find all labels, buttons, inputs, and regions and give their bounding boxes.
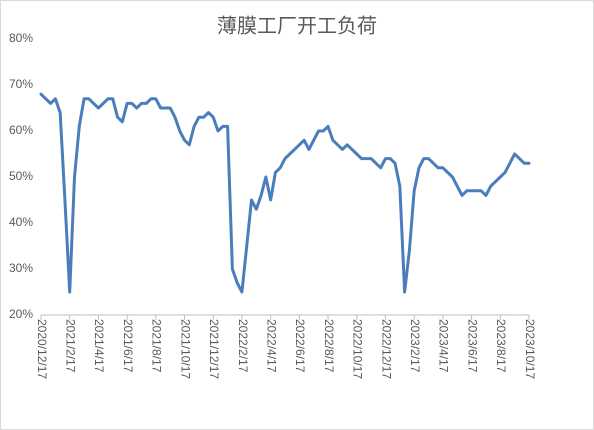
- x-tick-label: 2020/12/17: [35, 319, 49, 379]
- data-line: [39, 92, 531, 294]
- x-tick-label: 2022/6/17: [293, 319, 307, 373]
- y-tick-label: 20%: [9, 307, 33, 321]
- y-tick-label: 50%: [9, 169, 33, 183]
- x-tick-label: 2022/10/17: [351, 319, 365, 379]
- x-tick-label: 2023/8/17: [494, 319, 508, 373]
- y-tick-label: 70%: [9, 77, 33, 91]
- x-tick-label: 2023/10/17: [523, 319, 537, 379]
- x-tick-label: 2022/4/17: [264, 319, 278, 373]
- x-tick-label: 2023/4/17: [437, 319, 451, 373]
- x-tick-label: 2021/8/17: [150, 319, 164, 373]
- y-tick-label: 30%: [9, 261, 33, 275]
- chart-title: 薄膜工厂开工负荷: [217, 14, 377, 37]
- x-tick-label: 2022/12/17: [379, 319, 393, 379]
- y-tick-label: 80%: [9, 31, 33, 45]
- x-tick-label: 2021/6/17: [121, 319, 135, 373]
- x-tick-label: 2021/2/17: [64, 319, 78, 373]
- x-tick-label: 2022/8/17: [322, 319, 336, 373]
- y-tick-label: 60%: [9, 123, 33, 137]
- x-tick-label: 2023/6/17: [465, 319, 479, 373]
- x-tick-label: 2023/2/17: [408, 319, 422, 373]
- x-tick-label: 2021/4/17: [92, 319, 106, 373]
- x-tick-label: 2021/12/17: [207, 319, 221, 379]
- y-tick-label: 40%: [9, 215, 33, 229]
- x-tick-label: 2021/10/17: [178, 319, 192, 379]
- x-tick-label: 2022/2/17: [236, 319, 250, 373]
